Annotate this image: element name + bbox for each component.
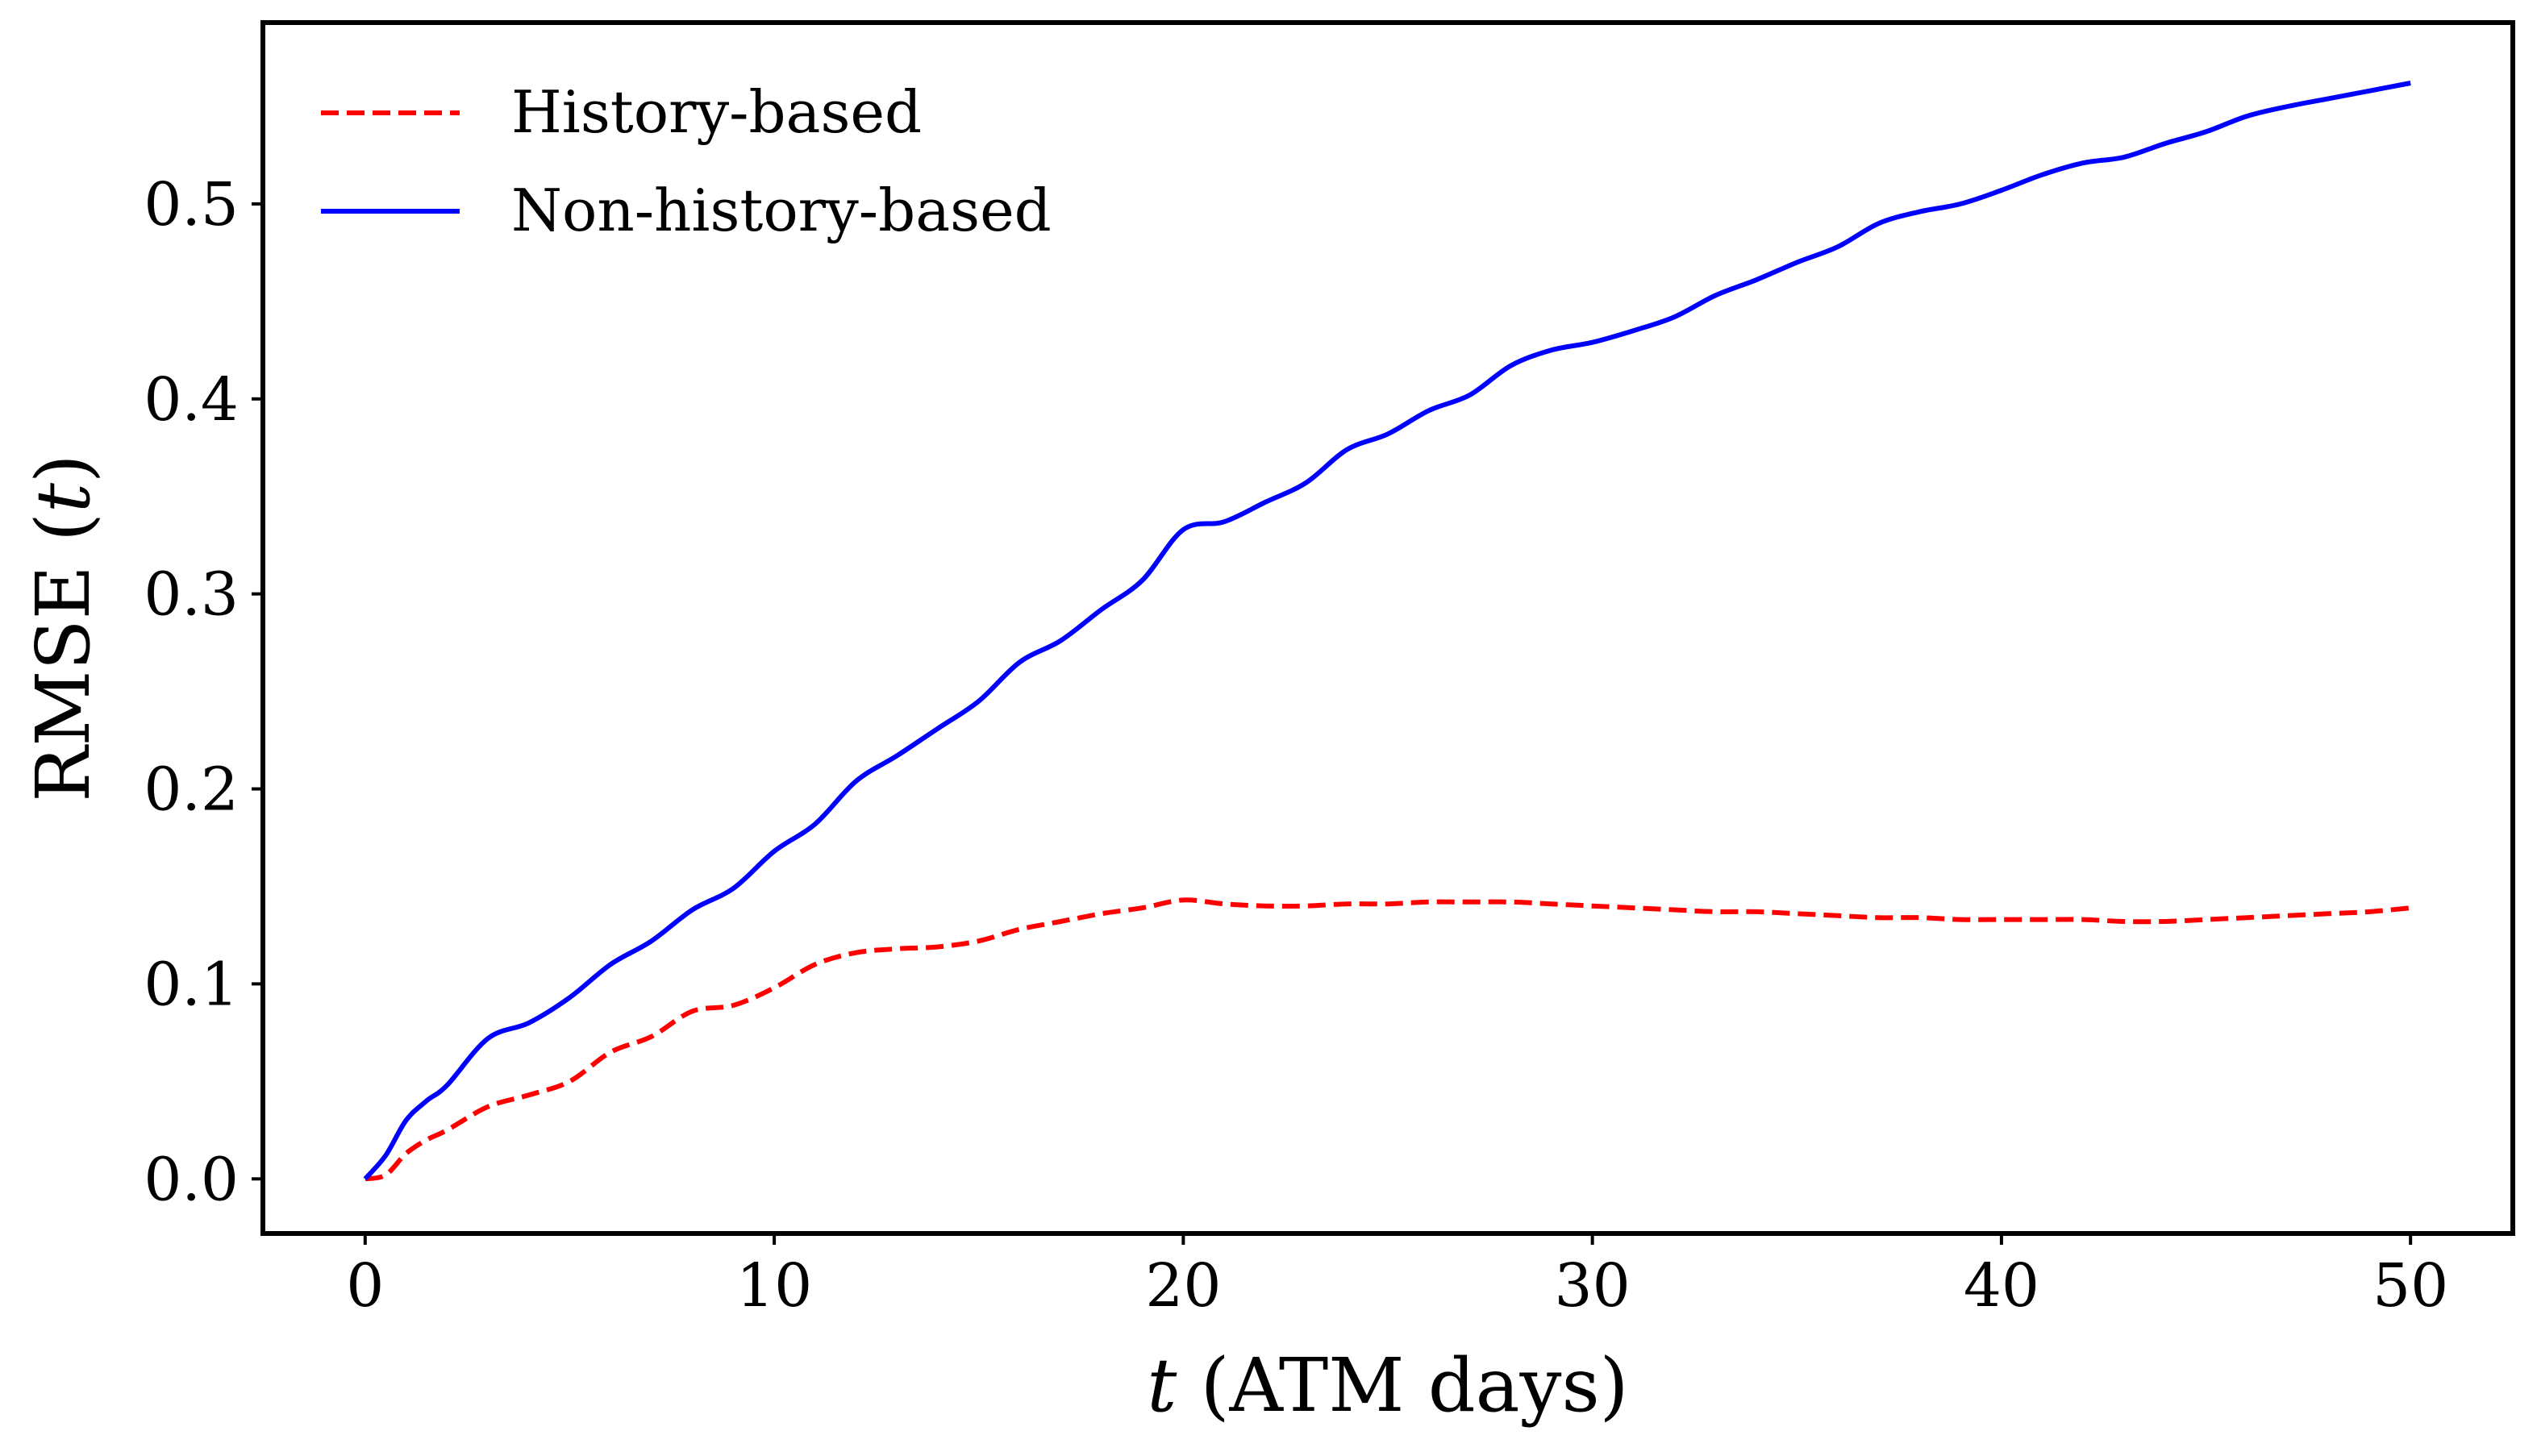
y-tick-label: 0.5: [144, 170, 239, 239]
y-axis-label-prefix: RMSE (: [20, 513, 106, 802]
series-line-history-based: [365, 897, 2411, 1182]
plot-frame: [260, 20, 2515, 1236]
x-tick-label: 20: [1145, 1251, 1221, 1321]
y-tick-label: 0.0: [144, 1145, 239, 1214]
x-axis-label: t (ATM days): [1147, 1342, 1628, 1429]
y-axis-label-suffix: ): [20, 454, 106, 483]
legend: History-based Non-history-based: [321, 78, 1052, 244]
y-tick-label: 0.1: [144, 950, 239, 1019]
series-layer: [363, 81, 2411, 1182]
x-tick-label: 30: [1555, 1251, 1631, 1321]
x-axis-ticks: 0 10 20 30 40 50: [346, 1233, 2448, 1321]
y-axis-label: RMSE (t): [20, 454, 106, 802]
series-line-non-history-based: [363, 81, 2411, 1181]
legend-label-history-based: History-based: [511, 78, 922, 146]
y-tick-label: 0.4: [144, 365, 239, 435]
x-tick-label: 50: [2372, 1251, 2448, 1321]
x-axis-label-variable: t: [1147, 1342, 1177, 1429]
x-axis-label-text: (ATM days): [1177, 1342, 1628, 1429]
x-tick-label: 40: [1964, 1251, 2039, 1321]
y-axis-label-variable: t: [20, 482, 106, 513]
x-tick-label: 10: [736, 1251, 812, 1321]
x-tick-label: 0: [346, 1251, 384, 1321]
y-tick-label: 0.3: [144, 560, 239, 630]
y-axis-ticks: 0.0 0.1 0.2 0.3 0.4 0.5: [144, 170, 263, 1214]
legend-label-non-history-based: Non-history-based: [511, 177, 1052, 244]
y-tick-label: 0.2: [144, 755, 239, 825]
